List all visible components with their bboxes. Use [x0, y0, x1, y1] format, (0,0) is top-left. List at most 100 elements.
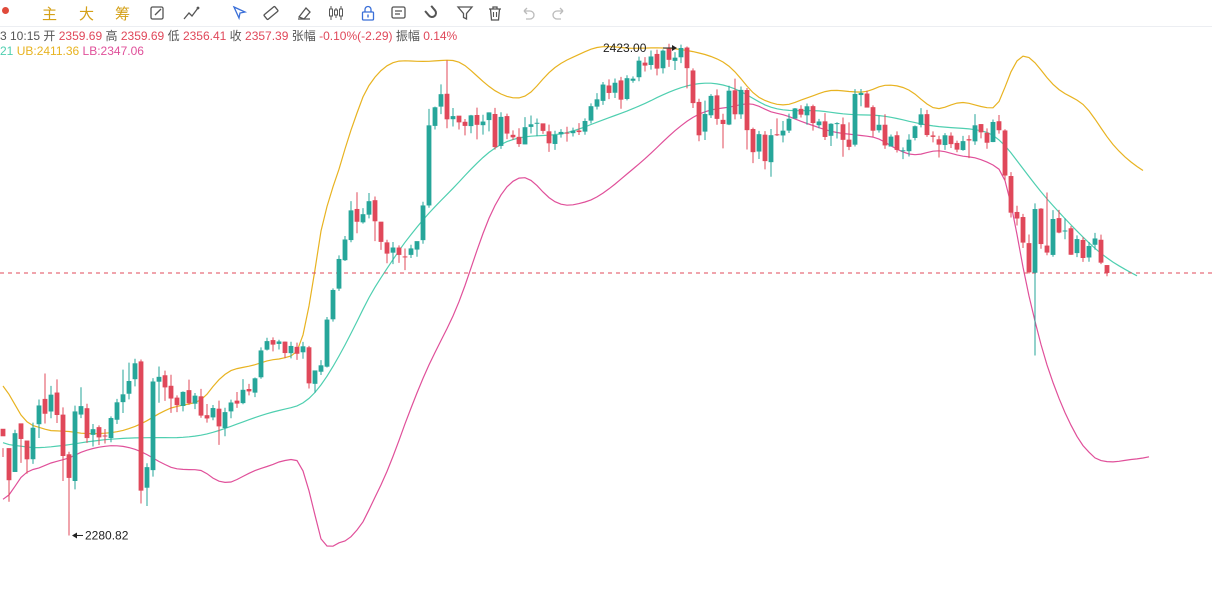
- candle: [924, 109, 930, 137]
- candle: [744, 88, 750, 150]
- candle-body: [288, 345, 294, 354]
- toolbar-main-button[interactable]: 主: [42, 5, 58, 23]
- candle-body: [270, 340, 276, 345]
- candle-body: [948, 135, 954, 145]
- candle: [258, 347, 264, 379]
- candle-body: [624, 78, 630, 100]
- candle: [1092, 232, 1098, 250]
- candle-body: [816, 121, 822, 126]
- candle-body: [630, 78, 636, 81]
- candle-body: [648, 56, 654, 65]
- change-value: -0.10%(-2.29): [319, 29, 393, 43]
- candle-body: [426, 125, 432, 206]
- candle: [828, 123, 834, 147]
- candle: [450, 107, 456, 127]
- candle: [264, 337, 270, 351]
- candle: [1104, 265, 1110, 277]
- candle-body: [984, 132, 990, 143]
- candle: [768, 129, 774, 177]
- candle-body: [324, 319, 330, 367]
- candle: [504, 113, 510, 140]
- candle-body: [1002, 130, 1008, 176]
- candle: [546, 124, 552, 152]
- candle-body: [444, 93, 450, 120]
- change-label: 张幅: [291, 29, 316, 43]
- candle: [438, 84, 444, 115]
- candle: [858, 89, 864, 107]
- redo-icon[interactable]: [550, 4, 568, 22]
- candle-body: [1044, 245, 1050, 253]
- candle-body: [258, 350, 264, 378]
- candle: [696, 98, 702, 142]
- trash-icon[interactable]: [486, 4, 504, 22]
- candle: [306, 345, 312, 389]
- candle-body: [48, 394, 54, 412]
- candle: [318, 360, 324, 375]
- candle: [294, 342, 300, 360]
- candle-body: [330, 289, 336, 320]
- candle-body: [720, 119, 726, 125]
- candle: [234, 391, 240, 408]
- candle: [42, 373, 48, 424]
- candle-body: [384, 242, 390, 254]
- text-note-icon[interactable]: [390, 4, 408, 22]
- toolbar-chip-button[interactable]: 筹: [115, 5, 131, 23]
- candle: [174, 395, 180, 413]
- candle: [576, 123, 582, 136]
- candle: [936, 135, 942, 158]
- candle: [366, 192, 372, 219]
- ruler-icon[interactable]: [262, 4, 280, 22]
- candle: [762, 131, 768, 170]
- candle-body: [306, 347, 312, 384]
- candle: [60, 407, 66, 481]
- candle-body: [822, 121, 828, 137]
- candle: [156, 366, 162, 403]
- candle-body: [1092, 238, 1098, 245]
- candle: [372, 196, 378, 242]
- candle: [690, 68, 696, 108]
- candle-body: [282, 341, 288, 354]
- candle: [594, 93, 600, 110]
- drawing-tools-icon[interactable]: [182, 4, 200, 22]
- filter-icon[interactable]: [456, 4, 474, 22]
- candle: [468, 114, 474, 134]
- candle-body: [174, 397, 180, 406]
- candle-body: [732, 90, 738, 115]
- candle: [540, 123, 546, 134]
- candle-body: [1056, 218, 1062, 233]
- candle: [852, 89, 858, 147]
- candle: [1002, 129, 1008, 181]
- candle-body: [336, 258, 342, 289]
- candle-body: [966, 139, 972, 141]
- candle-body: [516, 136, 522, 145]
- high-price-annotation: 2423.00: [603, 41, 647, 55]
- candle-body: [660, 50, 666, 69]
- candle: [108, 416, 114, 443]
- lock-icon[interactable]: [359, 4, 377, 22]
- select-tool-icon[interactable]: [231, 4, 249, 22]
- candle: [1020, 213, 1026, 248]
- chart-edit-icon[interactable]: [149, 4, 167, 22]
- candle-body: [1008, 176, 1014, 213]
- candle-body: [798, 108, 804, 115]
- candle-body: [78, 406, 84, 415]
- candle: [1050, 210, 1056, 257]
- candle-body: [540, 123, 546, 131]
- candle-body: [528, 124, 534, 127]
- candle: [240, 379, 246, 405]
- candle: [480, 114, 486, 135]
- candle-body: [480, 121, 486, 126]
- candle-body: [534, 122, 540, 124]
- candle: [840, 117, 846, 157]
- candle: [624, 75, 630, 101]
- eraser-icon[interactable]: [295, 4, 313, 22]
- undo-icon[interactable]: [519, 4, 537, 22]
- candle: [774, 118, 780, 137]
- magnet-icon[interactable]: [423, 4, 441, 22]
- toolbar-big-button[interactable]: 大: [79, 5, 95, 23]
- candle-body: [552, 134, 558, 144]
- candle: [738, 86, 744, 119]
- close-label: 收: [229, 29, 242, 43]
- candle-type-icon[interactable]: [327, 4, 345, 22]
